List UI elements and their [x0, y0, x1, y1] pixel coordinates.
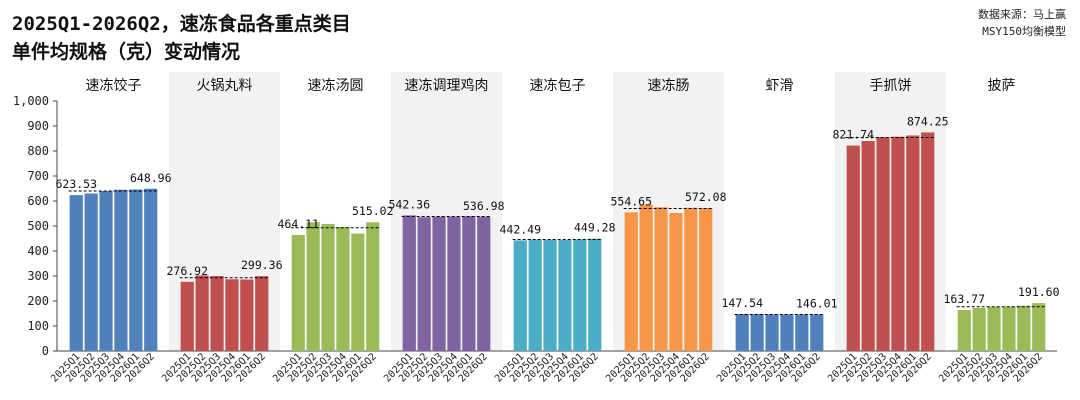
data-label: 648.96: [130, 171, 172, 185]
data-label: 821.74: [832, 128, 874, 142]
data-label: 146.01: [796, 296, 838, 310]
bar: [1017, 305, 1031, 351]
bar: [1002, 306, 1016, 351]
data-label: 515.02: [352, 204, 394, 218]
source-line-2: MSY150均衡模型: [982, 25, 1066, 38]
bar: [144, 188, 158, 351]
bar: [891, 136, 905, 351]
bar: [255, 276, 269, 351]
data-label: 542.36: [388, 197, 430, 211]
bar: [624, 212, 638, 351]
panel-title: 速冻汤圆: [308, 77, 364, 94]
data-label: 191.60: [1018, 285, 1060, 299]
y-tick-label: 300: [27, 269, 49, 283]
data-label: 449.28: [574, 221, 616, 235]
y-tick-label: 500: [27, 219, 49, 233]
bar: [291, 234, 305, 351]
y-tick-label: 900: [27, 119, 49, 133]
bar: [462, 216, 476, 351]
bar: [99, 191, 113, 351]
bar: [528, 239, 542, 351]
bar: [654, 207, 668, 351]
data-label: 442.49: [499, 222, 541, 236]
bar: [69, 195, 83, 351]
bar: [795, 314, 809, 351]
bar: [321, 224, 335, 351]
title-line-2: 单件均规格（克）变动情况: [12, 41, 241, 63]
bar: [669, 213, 683, 351]
y-tick-label: 800: [27, 144, 49, 158]
bar: [765, 314, 779, 351]
y-tick-label: 1,000: [13, 94, 49, 108]
y-tick-label: 0: [42, 344, 49, 358]
panel-title: 速冻饺子: [86, 77, 142, 94]
bar: [129, 189, 143, 351]
bar: [447, 216, 461, 351]
source-line-1: 数据来源：马上赢: [978, 8, 1066, 21]
bar: [195, 275, 209, 351]
bar: [921, 132, 935, 351]
bar: [1032, 303, 1046, 351]
bar: [543, 239, 557, 351]
bar: [432, 216, 446, 351]
data-label: 276.92: [166, 264, 208, 278]
bar: [558, 240, 572, 351]
bar: [513, 240, 527, 351]
data-label: 163.77: [943, 292, 985, 306]
bar: [84, 193, 98, 351]
bar: [861, 141, 875, 351]
bar: [906, 135, 920, 351]
panel-title: 虾滑: [766, 77, 794, 94]
bar: [699, 207, 713, 351]
panel-title: 火锅丸料: [197, 78, 253, 94]
bar: [366, 222, 380, 351]
data-label: 874.25: [907, 114, 949, 128]
data-label: 147.54: [721, 296, 763, 310]
chart-title: 2025Q1-2026Q2，速冻食品各重点类目 单件均规格（克）变动情况: [12, 10, 351, 66]
bar: [810, 314, 824, 351]
y-tick-label: 100: [27, 319, 49, 333]
bar: [780, 314, 794, 351]
bar: [957, 310, 971, 351]
data-label: 554.65: [610, 194, 652, 208]
y-tick-label: 600: [27, 194, 49, 208]
bar: [750, 314, 764, 351]
source-note: 数据来源：马上赢 MSY150均衡模型: [978, 6, 1066, 40]
data-label: 536.98: [463, 199, 505, 213]
bar: [240, 279, 254, 351]
bar: [639, 204, 653, 351]
bar: [306, 222, 320, 351]
bar: [417, 217, 431, 351]
bar: [351, 233, 365, 351]
title-line-1: 2025Q1-2026Q2，速冻食品各重点类目: [12, 13, 351, 35]
bar: [876, 137, 890, 351]
bar: [114, 189, 128, 351]
panel-title: 披萨: [988, 78, 1016, 94]
y-tick-label: 200: [27, 294, 49, 308]
bar: [972, 308, 986, 351]
panel-title: 速冻包子: [530, 77, 586, 94]
bar: [573, 239, 587, 351]
bar: [336, 227, 350, 351]
panel-title: 速冻肠: [648, 77, 690, 94]
bar: [735, 314, 749, 351]
panel-title: 手抓饼: [870, 78, 912, 94]
data-label: 572.08: [685, 190, 727, 204]
bar: [987, 307, 1001, 351]
bar: [210, 276, 224, 351]
bar: [588, 238, 602, 351]
bar: [402, 215, 416, 351]
y-tick-label: 400: [27, 244, 49, 258]
bar: [477, 216, 491, 351]
data-label: 623.53: [55, 177, 97, 191]
bar: [846, 145, 860, 351]
bar: [180, 281, 194, 351]
bar: [225, 279, 239, 351]
y-tick-label: 700: [27, 169, 49, 183]
data-label: 464.11: [277, 217, 319, 231]
bar: [684, 207, 698, 351]
panel-title: 速冻调理鸡肉: [405, 77, 489, 94]
data-label: 299.36: [241, 258, 283, 272]
